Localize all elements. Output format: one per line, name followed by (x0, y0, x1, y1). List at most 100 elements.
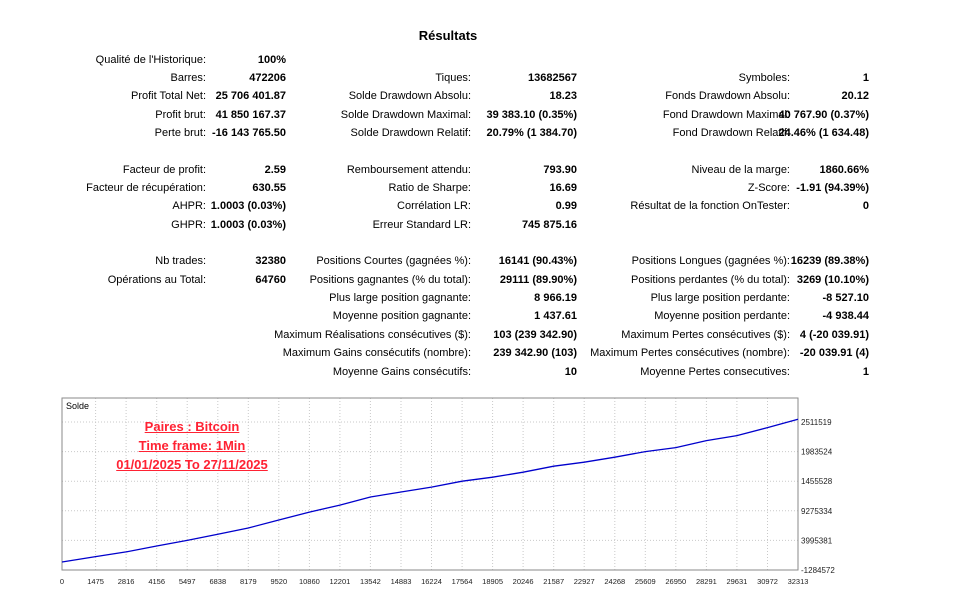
stat-label: Profit Total Net: (131, 90, 206, 103)
stat-label: Z-Score: (747, 182, 790, 195)
stat-label: Positions perdantes (% du total): (631, 273, 790, 286)
x-axis-tick-label: 29631 (726, 577, 747, 586)
balance-chart-svg: 2511519 1983524 1455528 9275334 3995381 -1284… (60, 397, 835, 586)
stat-label: Moyenne position perdante: (654, 310, 790, 323)
stat-value: 1860.66% (819, 163, 869, 176)
stat-label: Solde Drawdown Absolu: (348, 90, 471, 103)
y-axis-tick-label: 1983524 (801, 448, 833, 457)
stat-value: 745 875.16 (521, 218, 577, 231)
y-axis-tick-label: -1284572 (801, 566, 835, 575)
stat-label: Positions Longues (gagnées %): (631, 255, 790, 268)
x-axis-tick-label: 18905 (482, 577, 503, 586)
x-axis-tick-label: 5497 (179, 577, 196, 586)
stats-row (0, 143, 959, 161)
y-axis-tick-label: 1455528 (801, 477, 833, 486)
stats-row: Maximum Gains consécutifs (nombre): 239 3… (0, 345, 959, 363)
stat-label: Qualité de l'Historique: (95, 53, 206, 66)
x-axis-tick-label: 12201 (329, 577, 350, 586)
stat-value: 10 (564, 365, 577, 378)
stats-row: Profit Total Net: 25 706 401.87 Solde Draw… (0, 88, 959, 106)
stats-grid: Qualité de l'Historique: 100% Barres: 47220… (0, 51, 959, 381)
stat-label: Plus large position perdante: (650, 292, 790, 305)
stat-label: Corrélation LR: (397, 200, 471, 213)
x-axis-tick-label: 1475 (87, 577, 104, 586)
stats-row: Perte brut: -16 143 765.50 Solde Drawdown … (0, 124, 959, 142)
stat-value: 1 (862, 365, 869, 378)
stat-value: 25 706 401.87 (215, 90, 286, 103)
x-axis-tick-label: 30972 (757, 577, 778, 586)
stats-row: Moyenne Gains consécutifs: 10 Moyenne Pert… (0, 363, 959, 381)
chart-annotation: Paires : Bitcoin Time frame: 1Min 01/01/… (92, 417, 292, 474)
stat-label: Plus large position gagnante: (329, 292, 471, 305)
stat-label: Tiques: (435, 72, 471, 85)
stat-value: 20.79% (1 384.70) (486, 127, 577, 140)
stat-value: 18.23 (549, 90, 577, 103)
stat-value: -20 039.91 (4) (799, 347, 869, 360)
stat-value: 100% (257, 53, 286, 66)
stat-value: 24.46% (1 634.48) (778, 127, 869, 140)
stat-label: Résultat de la fonction OnTester: (630, 200, 790, 213)
stat-label: Facteur de récupération: (86, 182, 206, 195)
stat-value: 472206 (249, 72, 286, 85)
stat-label: Opérations au Total: (107, 273, 206, 286)
stats-row: Facteur de récupération: 630.55 Ratio de S… (0, 179, 959, 197)
stat-label: Ratio de Sharpe: (388, 182, 471, 195)
stat-label: Erreur Standard LR: (372, 218, 471, 231)
x-axis-tick-label: 16224 (421, 577, 442, 586)
stat-value: 1.0003 (0.03%) (210, 218, 286, 231)
y-axis-tick-label: 3995381 (801, 536, 833, 545)
stat-value: 41 850 167.37 (215, 108, 286, 121)
stat-value: 40 767.90 (0.37%) (778, 108, 869, 121)
stat-value: 32380 (255, 255, 286, 268)
stat-label: Solde Drawdown Relatif: (350, 127, 471, 140)
stat-label: AHPR: (172, 200, 206, 213)
stat-value: 103 (239 342.90) (493, 328, 577, 341)
stat-label: Moyenne Pertes consecutives: (640, 365, 790, 378)
x-axis-tick-label: 9520 (270, 577, 287, 586)
stats-row (0, 234, 959, 252)
stat-label: Symboles: (738, 72, 790, 85)
stat-value: -1.91 (94.39%) (796, 182, 869, 195)
stat-label: Barres: (170, 72, 206, 85)
stat-value: 1.0003 (0.03%) (210, 200, 286, 213)
stats-row: Facteur de profit: 2.59 Remboursement atte… (0, 161, 959, 179)
stat-value: 16141 (90.43%) (498, 255, 577, 268)
stat-label: Profit brut: (155, 108, 206, 121)
x-axis-tick-label: 20246 (513, 577, 534, 586)
stat-label: GHPR: (171, 218, 206, 231)
stats-row: Qualité de l'Historique: 100% (0, 51, 959, 69)
x-axis-tick-label: 17564 (452, 577, 473, 586)
stats-row: Maximum Réalisations consécutives ($): 10… (0, 326, 959, 344)
stat-label: Maximum Pertes consécutives ($): (621, 328, 790, 341)
stat-value: 8 966.19 (534, 292, 577, 305)
stat-label: Facteur de profit: (122, 163, 206, 176)
stats-row: Barres: 472206 Tiques: 13682567 Symboles: 1 (0, 69, 959, 87)
stat-label: Remboursement attendu: (346, 163, 471, 176)
stat-value: -16 143 765.50 (211, 127, 286, 140)
stat-label: Fonds Drawdown Absolu: (665, 90, 790, 103)
x-axis-tick-label: 32313 (788, 577, 809, 586)
stat-label: Perte brut: (154, 127, 206, 140)
x-axis-tick-label: 2816 (118, 577, 135, 586)
stat-value: 3269 (10.10%) (796, 273, 869, 286)
page-title: Résultats (418, 28, 478, 43)
stat-value: 16239 (89.38%) (790, 255, 869, 268)
x-axis-tick-label: 28291 (696, 577, 717, 586)
stat-label: Fond Drawdown Relatif: (672, 127, 790, 140)
annotation-pair: Paires : Bitcoin (144, 419, 240, 434)
stat-value: 1 (862, 72, 869, 85)
stat-label: Nb trades: (155, 255, 206, 268)
annotation-daterange: 01/01/2025 To 27/11/2025 (116, 457, 268, 472)
stats-row: GHPR: 1.0003 (0.03%) Erreur Standard LR: 74… (0, 216, 959, 234)
stat-value: 0.99 (555, 200, 577, 213)
stats-row: AHPR: 1.0003 (0.03%) Corrélation LR: 0.99 Ré… (0, 198, 959, 216)
balance-chart: 2511519 1983524 1455528 9275334 3995381 -1284… (0, 393, 959, 598)
stats-row: Plus large position gagnante: 8 966.19 Plu… (0, 289, 959, 307)
chart-frame (61, 397, 799, 571)
stat-label: Moyenne position gagnante: (332, 310, 471, 323)
x-axis-tick-label: 8179 (240, 577, 257, 586)
stat-value: 29111 (89.90%) (499, 273, 577, 286)
stat-label: Fond Drawdown Maximal: (662, 108, 790, 121)
series-label-solde: Solde (66, 401, 89, 411)
